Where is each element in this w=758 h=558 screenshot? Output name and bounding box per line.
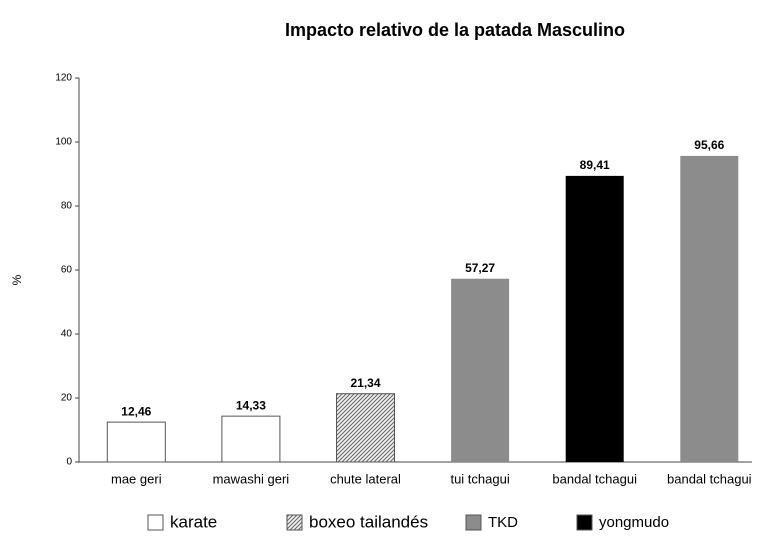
y-tick-label: 120 (55, 73, 72, 84)
value-label: 89,41 (580, 158, 610, 172)
bar (451, 278, 510, 462)
x-tick-label: bandal tchagui (552, 471, 637, 486)
legend-label: karate (170, 512, 217, 531)
y-tick-label: 80 (61, 201, 73, 212)
chart-title: Impacto relativo de la patada Masculino (285, 20, 625, 40)
y-tick-label: 100 (55, 137, 72, 148)
y-tick-label: 0 (66, 457, 72, 468)
y-tick-label: 60 (61, 265, 73, 276)
y-tick-label: 20 (61, 393, 73, 404)
x-tick-label: mawashi geri (213, 471, 290, 486)
y-tick-label: 40 (61, 329, 73, 340)
x-tick-label: bandal tchagui (667, 471, 752, 486)
bar (680, 155, 739, 462)
x-tick-label: mae geri (111, 471, 162, 486)
value-label: 21,34 (350, 376, 380, 390)
bar (336, 393, 395, 463)
legend-swatch (286, 514, 303, 531)
bar (565, 175, 624, 462)
value-label: 95,66 (694, 138, 724, 152)
legend-label: boxeo tailandés (309, 512, 428, 531)
x-tick-label: chute lateral (330, 471, 401, 486)
bar (221, 415, 281, 463)
legend-swatch (147, 514, 164, 531)
legend-label: TKD (488, 514, 518, 531)
value-label: 14,33 (236, 398, 266, 412)
bar (106, 421, 166, 463)
value-label: 12,46 (121, 404, 151, 418)
legend-swatch (465, 514, 482, 531)
value-label: 57,27 (465, 261, 495, 275)
x-tick-label: tui tchagui (450, 471, 509, 486)
legend-swatch (576, 514, 593, 531)
legend-label: yongmudo (599, 514, 669, 531)
y-axis-label: % (10, 274, 24, 285)
